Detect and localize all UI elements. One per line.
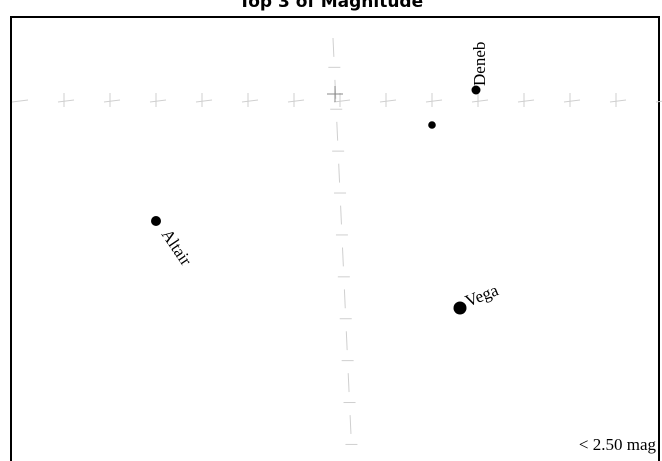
grid-dash [345,331,348,351]
grid-dash [287,99,305,103]
grid-dash [340,205,342,225]
grid-dash [332,37,335,57]
grid-dash [347,373,350,393]
magnitude-limit-legend: < 2.50 mag [578,435,656,454]
grid-dash [195,99,213,103]
grid-dash [471,99,489,103]
grid-dash [338,163,341,183]
grid-dash [517,99,535,103]
star-unlabeled-marker [428,121,436,129]
star-deneb[interactable]: Deneb [470,42,489,95]
star-altair-marker [151,216,161,226]
grid-dash [655,100,662,103]
star-deneb-label: Deneb [470,42,489,86]
grid-dash [379,99,397,103]
grid-dash [563,99,581,103]
grid-dash [57,99,75,103]
map-frame [10,16,660,461]
grid-dash [349,415,352,434]
grid-dash [11,99,29,103]
grid-dash [103,99,121,103]
star-deneb-marker [471,85,481,95]
star-vega-label: Vega [462,280,501,311]
star-unlabeled[interactable] [428,121,436,129]
grid-dash [333,99,351,103]
grid-dash [241,99,259,103]
grid-dash [342,247,344,267]
star-vega[interactable]: Vega [453,280,502,315]
coordinate-grid [11,37,662,445]
grid-dash [336,121,339,141]
grid-dash [149,99,167,103]
star-vega-marker [453,301,467,315]
star-altair-label: Altair [158,226,196,270]
grid-dash [609,99,627,103]
star-altair[interactable]: Altair [151,216,196,269]
grid-dash [425,99,443,103]
map-title: Top 3 of Magnitude [238,0,424,12]
grid-dash [343,289,346,309]
